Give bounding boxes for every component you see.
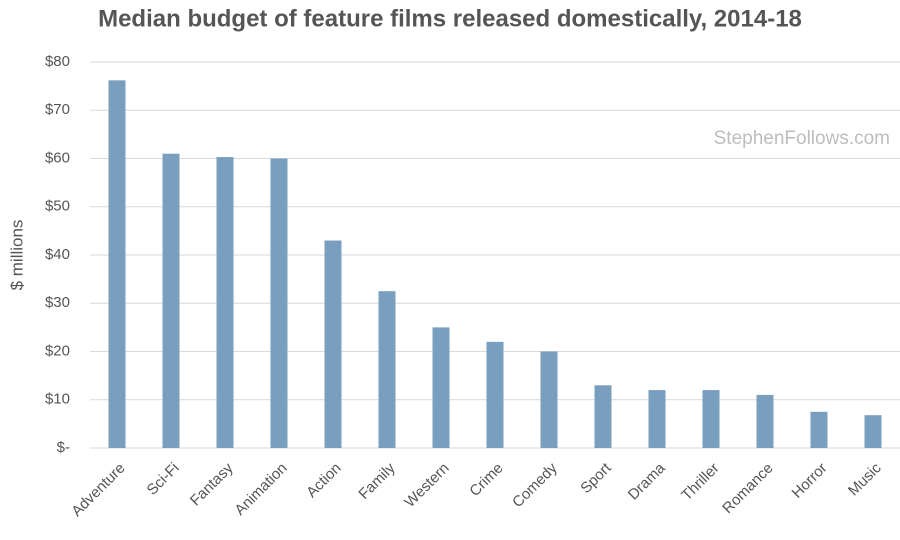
bar [216, 157, 234, 449]
bar [378, 291, 396, 448]
x-tick-label: Thriller [678, 460, 722, 504]
bar [108, 80, 126, 449]
x-tick-label: Fantasy [187, 459, 237, 509]
chart-title: Median budget of feature films released … [98, 5, 802, 32]
y-tick-label: $20 [45, 342, 70, 359]
x-tick-label: Western [401, 460, 452, 511]
y-tick-label: $- [57, 439, 70, 456]
bar [810, 411, 828, 448]
x-tick-label: Animation [231, 460, 290, 519]
y-tick-label: $40 [45, 246, 70, 263]
y-tick-label: $30 [45, 294, 70, 311]
x-tick-label: Action [303, 460, 345, 502]
x-tick-label: Sport [577, 459, 615, 497]
x-tick-label: Adventure [68, 460, 128, 520]
x-tick-label: Music [845, 459, 885, 499]
bar [702, 390, 720, 448]
y-axis-label: $ millions [7, 220, 26, 291]
bar [648, 390, 666, 448]
bar [270, 158, 288, 448]
x-tick-label: Comedy [509, 459, 561, 511]
y-tick-label: $50 [45, 198, 70, 215]
bar [324, 240, 342, 448]
x-tick-label: Family [355, 459, 399, 503]
y-tick-label: $70 [45, 101, 70, 118]
bar [756, 394, 774, 448]
x-tick-label: Sci-Fi [144, 460, 183, 499]
bar [432, 327, 450, 448]
watermark: StephenFollows.com [714, 128, 890, 149]
bar [594, 385, 612, 448]
bar [540, 351, 558, 448]
y-tick-label: $60 [45, 149, 70, 166]
bar [486, 341, 504, 448]
bar [162, 153, 180, 449]
x-tick-label: Romance [719, 460, 776, 517]
x-tick-label: Crime [466, 460, 506, 500]
x-tick-label: Drama [625, 459, 669, 503]
y-tick-label: $80 [45, 53, 70, 70]
bar [864, 415, 882, 448]
x-tick-label: Horror [789, 460, 831, 502]
y-tick-label: $10 [45, 391, 70, 408]
